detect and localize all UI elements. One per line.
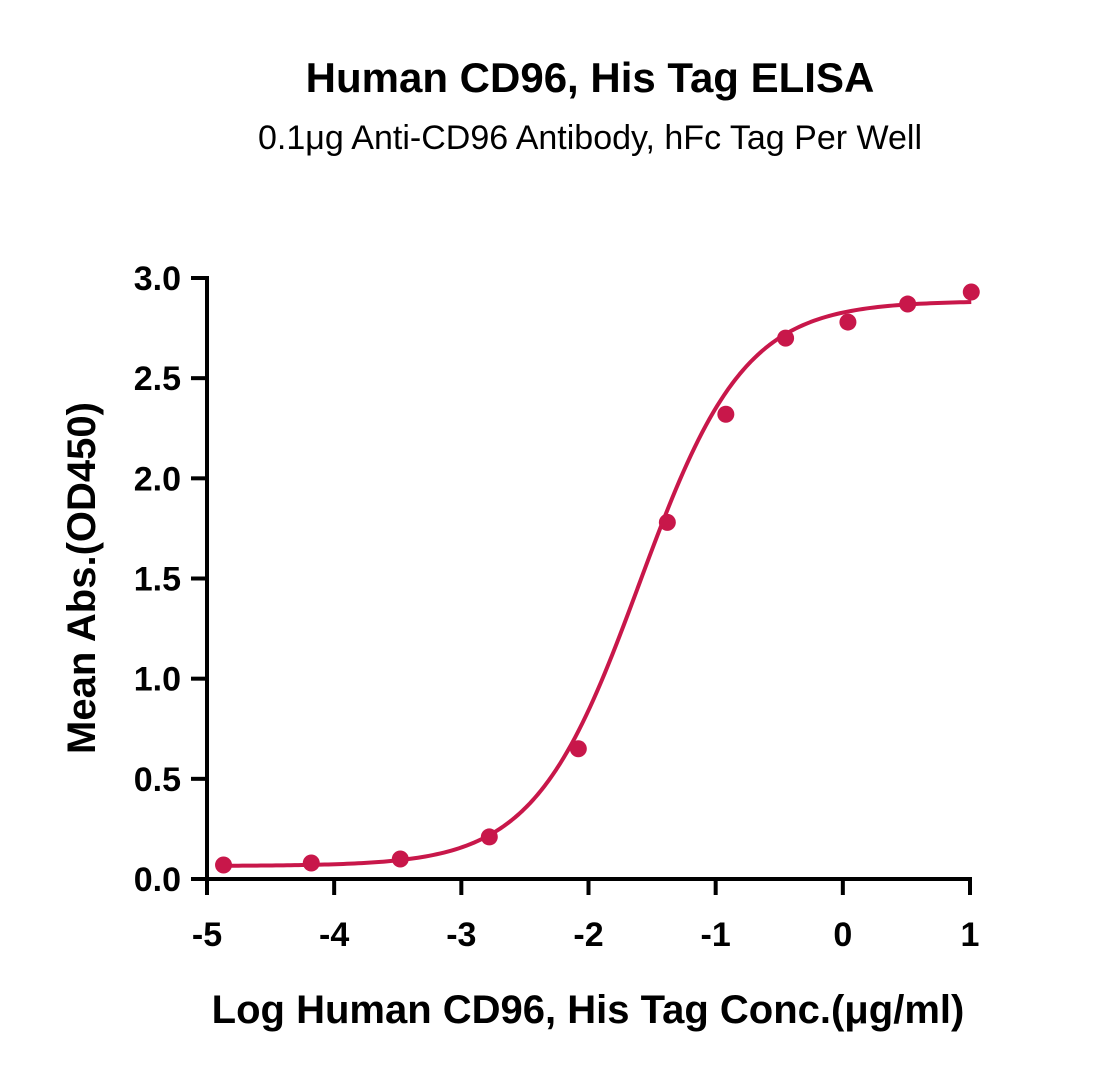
data-point	[717, 405, 735, 423]
data-point	[839, 313, 857, 331]
x-axis-title: Log Human CD96, His Tag Conc.(μg/ml)	[212, 988, 965, 1032]
y-tick-label: 1.5	[134, 561, 181, 599]
x-tick-label: -5	[192, 916, 222, 954]
y-axis: 0.0 0.5 1.0 1.5 2.0 2.5 3.0	[134, 260, 209, 899]
data-point	[777, 329, 795, 347]
x-tick-label: 1	[961, 916, 980, 954]
x-tick-label: -1	[701, 916, 731, 954]
y-tick-label: 0.5	[134, 761, 181, 799]
data-point	[962, 283, 980, 301]
fit-curve-layer	[223, 300, 972, 868]
y-axis-title: Mean Abs.(OD450)	[60, 402, 104, 754]
chart-subtitle: 0.1μg Anti-CD96 Antibody, hFc Tag Per We…	[257, 119, 923, 157]
data-point	[302, 854, 320, 872]
data-point	[658, 513, 676, 531]
x-tick-label: -2	[573, 916, 603, 954]
x-tick-label: -3	[446, 916, 476, 954]
data-point	[899, 295, 917, 313]
y-tick-label: 0.0	[134, 861, 181, 899]
fit-curve	[223, 300, 972, 868]
y-tick-label: 2.0	[134, 460, 181, 498]
data-point	[391, 850, 409, 868]
x-axis: -5 -4 -3 -2 -1 0 1	[192, 877, 980, 954]
y-tick-label: 2.5	[134, 360, 181, 398]
data-point	[215, 856, 233, 874]
x-tick-label: -4	[319, 916, 349, 954]
y-tick-label: 3.0	[134, 260, 181, 298]
data-points-layer	[215, 283, 980, 874]
data-point	[569, 740, 587, 758]
chart-title: Human CD96, His Tag ELISA	[305, 54, 875, 101]
y-tick-label: 1.0	[134, 661, 181, 699]
x-tick-label: 0	[833, 916, 852, 954]
data-point	[480, 828, 498, 846]
